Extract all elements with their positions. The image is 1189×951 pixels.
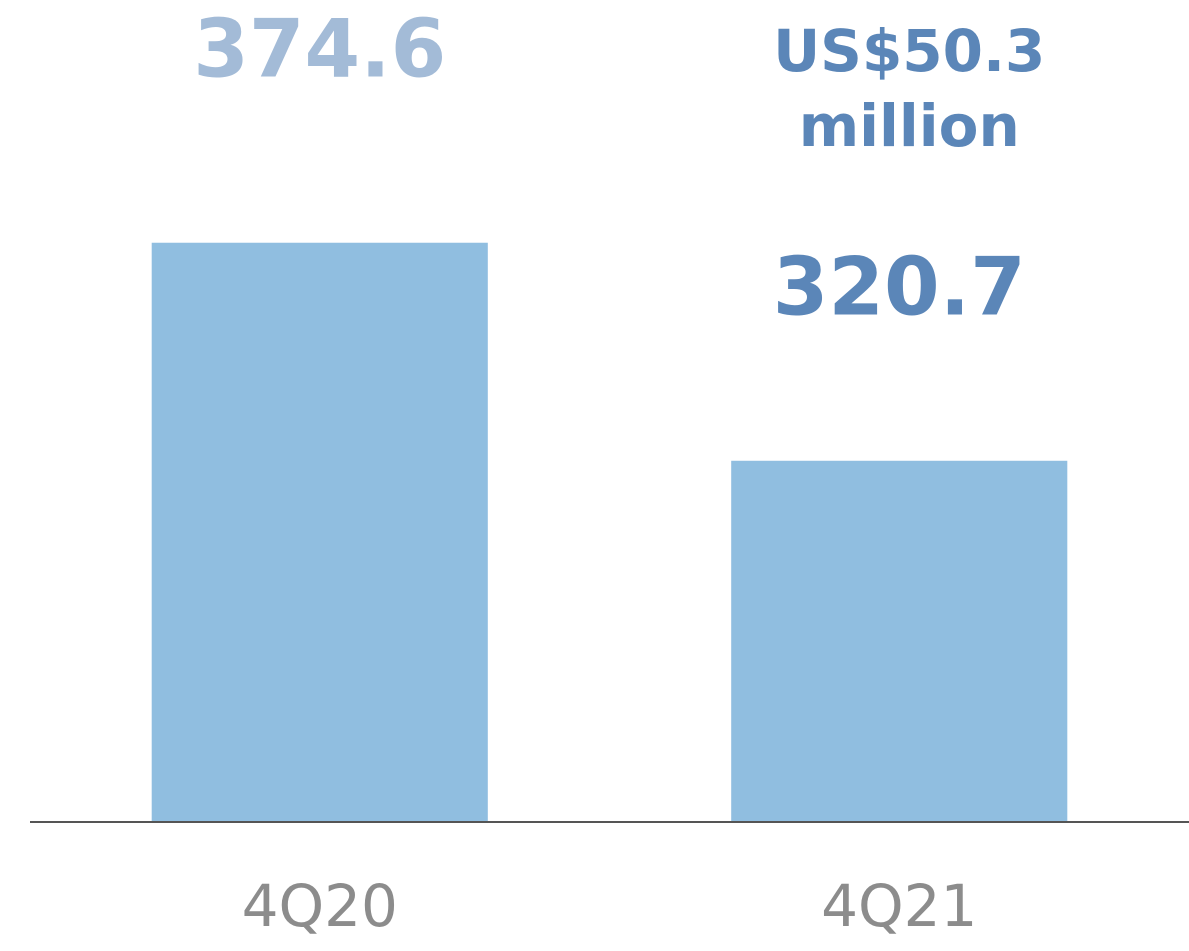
x-tick-label: 4Q20 bbox=[242, 872, 398, 940]
x-tick-label: 4Q21 bbox=[821, 872, 977, 940]
bar bbox=[151, 242, 488, 822]
annotation: US$50.3 bbox=[773, 17, 1045, 85]
value-label: 374.6 bbox=[193, 3, 446, 96]
value-label: 320.7 bbox=[773, 241, 1026, 334]
annotation: million bbox=[799, 92, 1020, 160]
bar bbox=[731, 460, 1068, 822]
